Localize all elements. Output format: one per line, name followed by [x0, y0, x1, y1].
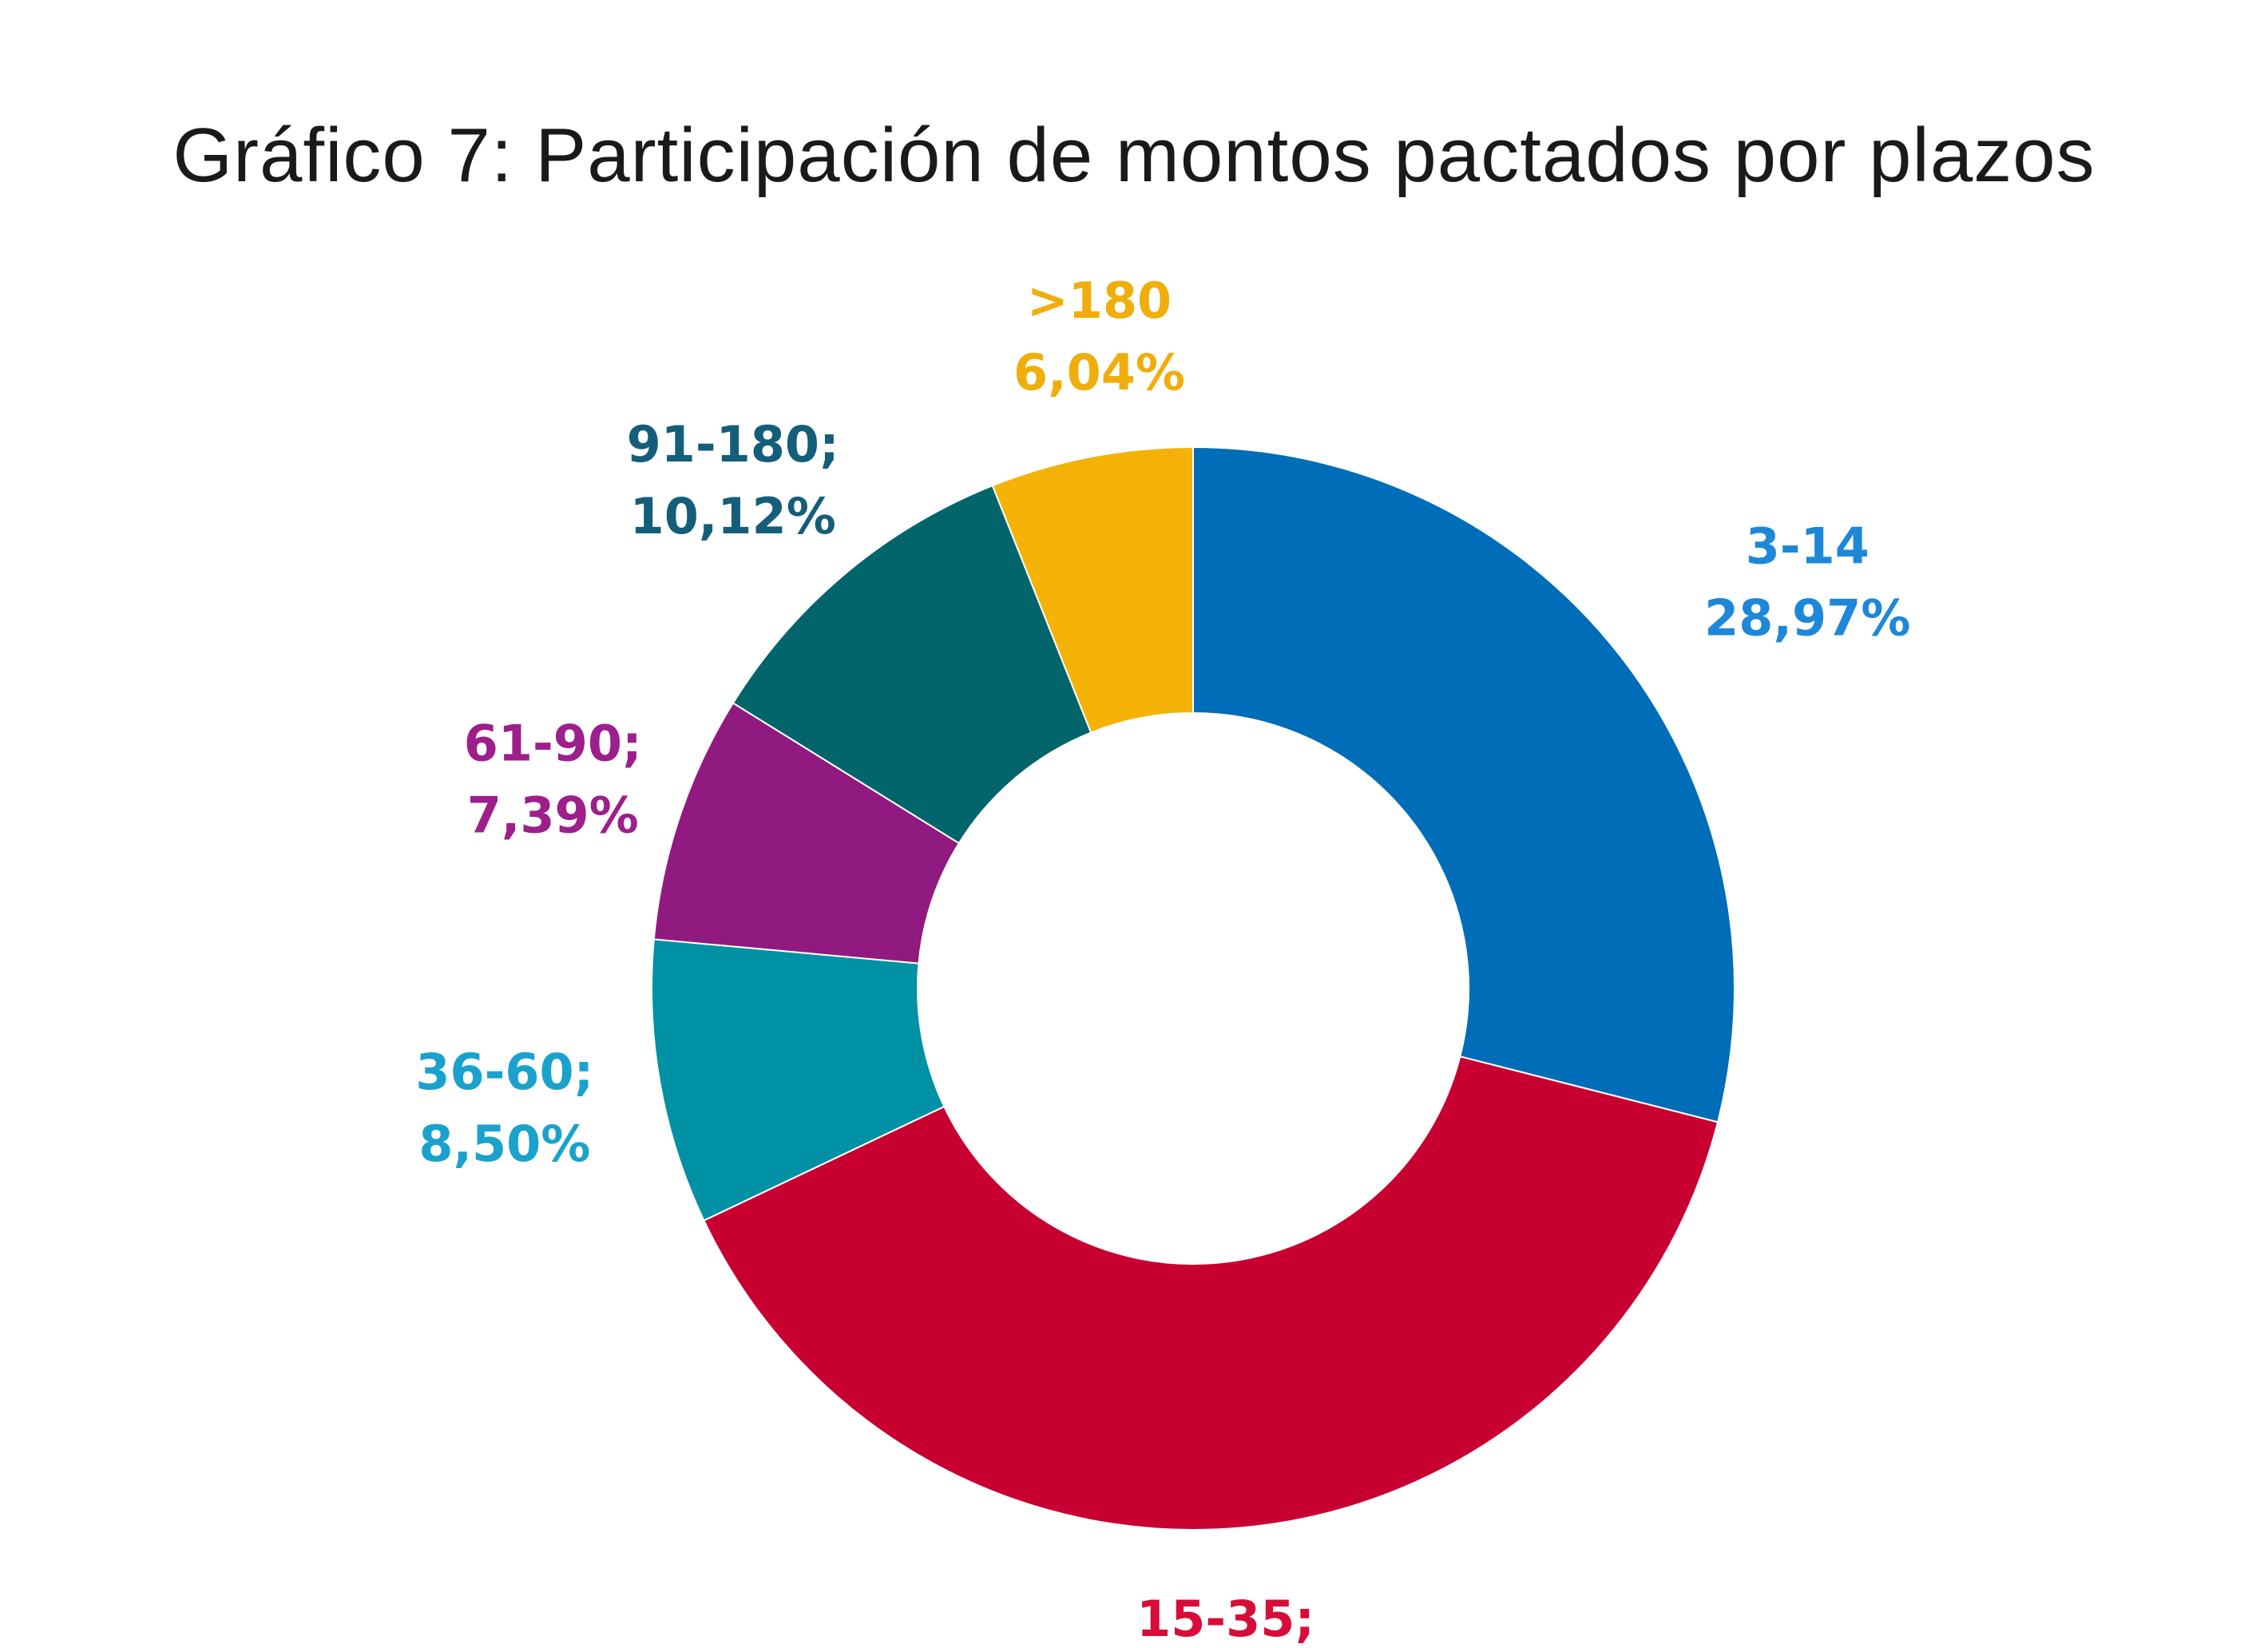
- slice-value-label: 7,39%: [467, 786, 639, 845]
- chart-title: Gráfico 7: Participación de montos pacta…: [172, 113, 2096, 198]
- slice-label-15-35: 15-35;38,98%: [1123, 1590, 1329, 1648]
- slice-label-61-90: 61-90; 7,39%: [464, 715, 642, 845]
- slice-value-label: 10,12%: [630, 487, 836, 545]
- slice-category-label: 15-35;: [1136, 1590, 1314, 1648]
- slice-label-180: >180 6,04%: [1013, 271, 1185, 402]
- donut-slice-36-60: [651, 938, 946, 1222]
- slice-label-91-180: 91-180; 10,12%: [627, 415, 839, 545]
- donut-slice-91-180: [732, 484, 1092, 845]
- slice-labels: 3-14 28,97% 15-35;38,98% 36-60; 8,50% 61-90; 7…: [415, 271, 1910, 1648]
- slice-value-label: 28,97%: [1704, 589, 1910, 648]
- slice-value-label: 6,04%: [1013, 343, 1185, 402]
- slice-label-36-60: 36-60; 8,50%: [415, 1043, 593, 1173]
- donut-slice-15-35: [703, 1055, 1719, 1531]
- slice-category-label: 36-60;: [415, 1043, 593, 1101]
- slice-category-label: 3-14: [1746, 517, 1870, 576]
- donut-slices: [651, 446, 1735, 1531]
- slice-category-label: >180: [1027, 271, 1172, 330]
- slice-label-3-14: 3-14 28,97%: [1704, 517, 1910, 648]
- slice-value-label: 8,50%: [418, 1115, 590, 1173]
- donut-slice-180: [991, 446, 1194, 734]
- donut-slice-3-14: [1192, 446, 1735, 1123]
- slice-category-label: 61-90;: [464, 715, 642, 773]
- slice-category-label: 91-180;: [627, 415, 839, 473]
